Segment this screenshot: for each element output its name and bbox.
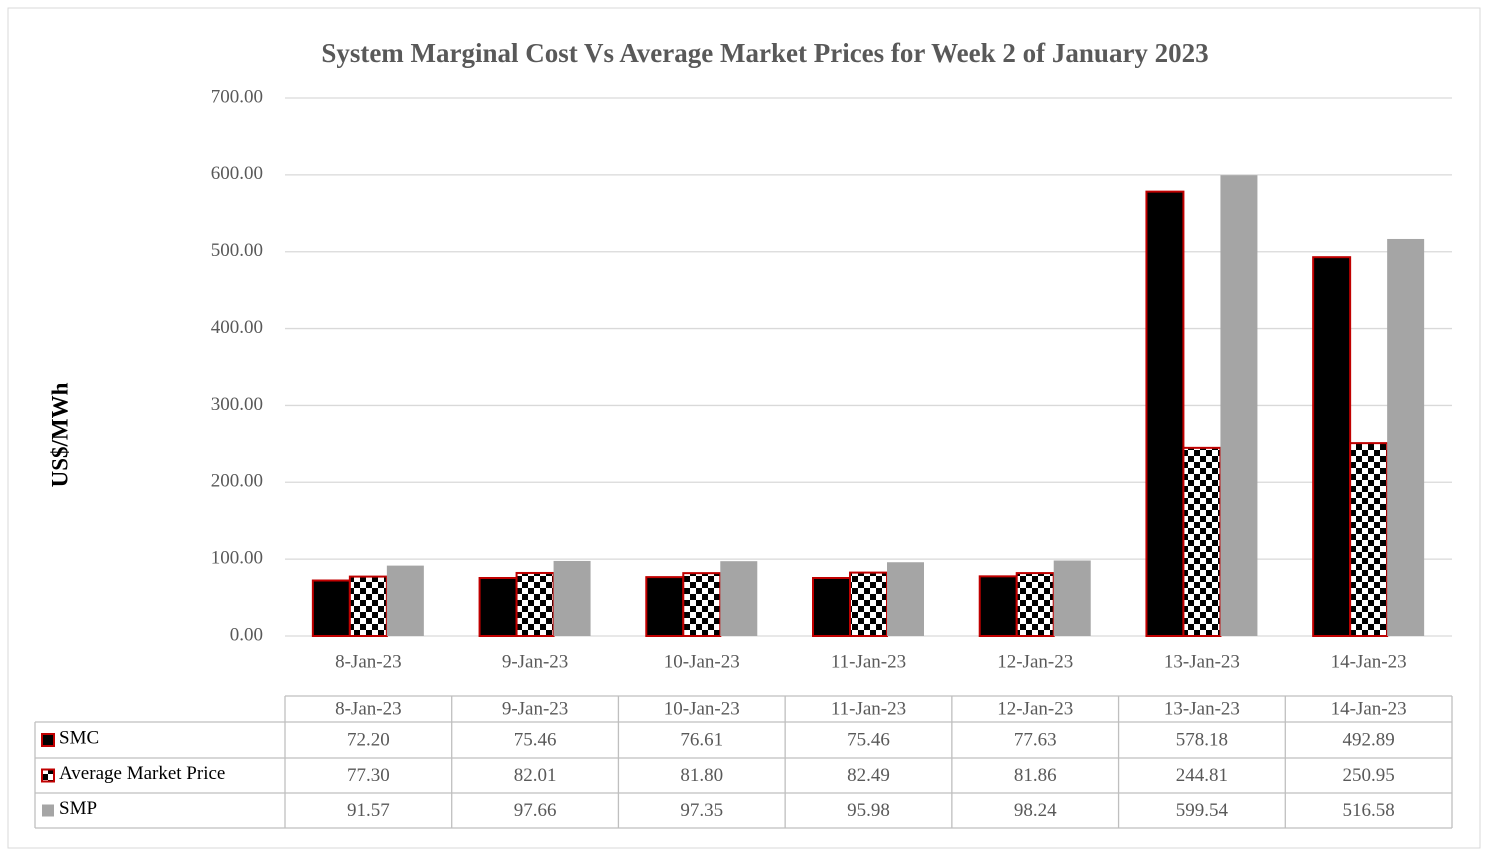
x-tick-label: 13-Jan-23	[1164, 651, 1240, 672]
bar	[1387, 238, 1425, 636]
y-tick-label: 0.00	[230, 624, 263, 645]
table-cell: 76.61	[680, 729, 723, 750]
y-tick-label: 400.00	[211, 317, 263, 338]
y-axis-label: US$/MWh	[47, 382, 72, 487]
y-tick-label: 600.00	[211, 163, 263, 184]
bar	[1053, 560, 1091, 636]
bar	[553, 560, 591, 636]
table-cell: 599.54	[1176, 800, 1229, 821]
table-cell: 97.35	[680, 800, 723, 821]
bar	[1349, 442, 1389, 638]
table-cell: 250.95	[1343, 765, 1395, 786]
table-header: 12-Jan-23	[997, 698, 1073, 719]
x-tick-label: 10-Jan-23	[664, 651, 740, 672]
x-tick-label: 8-Jan-23	[335, 651, 401, 672]
table-header: 13-Jan-23	[1164, 698, 1240, 719]
bar	[720, 561, 758, 636]
x-tick-label: 14-Jan-23	[1331, 651, 1407, 672]
bar	[978, 575, 1018, 638]
table-cell: 492.89	[1343, 729, 1395, 750]
bar	[515, 571, 555, 638]
bar	[478, 577, 518, 637]
bar	[311, 579, 351, 638]
bar	[348, 575, 388, 637]
table-cell: 82.49	[847, 765, 890, 786]
chart-title: System Marginal Cost Vs Average Market P…	[321, 38, 1208, 68]
x-tick-label: 11-Jan-23	[831, 651, 906, 672]
legend-label: SMC	[59, 727, 99, 748]
y-tick-label: 200.00	[211, 471, 263, 492]
bar	[1312, 256, 1352, 637]
bar	[386, 565, 424, 636]
table-cell: 82.01	[514, 765, 557, 786]
bar	[1182, 446, 1222, 638]
x-tick-label: 9-Jan-23	[502, 651, 568, 672]
table-cell: 77.63	[1014, 729, 1057, 750]
table-cell: 244.81	[1176, 765, 1228, 786]
table-header: 11-Jan-23	[831, 698, 906, 719]
table-header: 9-Jan-23	[502, 698, 568, 719]
table-cell: 98.24	[1014, 800, 1057, 821]
bar	[1145, 190, 1185, 637]
table-header: 10-Jan-23	[664, 698, 740, 719]
table-cell: 81.86	[1014, 765, 1057, 786]
bar	[682, 572, 722, 638]
legend-label: Average Market Price	[59, 763, 225, 784]
y-tick-label: 700.00	[211, 86, 263, 107]
table-cell: 77.30	[347, 765, 390, 786]
bar	[645, 576, 685, 638]
table-cell: 72.20	[347, 729, 390, 750]
table-cell: 97.66	[514, 800, 557, 821]
legend-key	[41, 768, 55, 783]
table-cell: 81.80	[680, 765, 723, 786]
x-tick-label: 12-Jan-23	[997, 651, 1073, 672]
table-cell: 91.57	[347, 800, 390, 821]
table-header: 8-Jan-23	[335, 698, 401, 719]
bar	[849, 571, 888, 637]
table-cell: 578.18	[1176, 729, 1228, 750]
table-cell: 95.98	[847, 800, 890, 821]
legend-label: SMP	[59, 798, 97, 819]
table-cell: 516.58	[1343, 800, 1395, 821]
table-cell: 75.46	[847, 729, 890, 750]
table-header: 14-Jan-23	[1331, 698, 1407, 719]
y-tick-label: 100.00	[211, 548, 263, 569]
bar	[887, 562, 924, 636]
legend-key	[42, 804, 54, 817]
y-tick-label: 500.00	[211, 240, 263, 261]
table-cell: 75.46	[514, 729, 557, 750]
bar	[1220, 175, 1258, 636]
bar	[1015, 572, 1055, 637]
y-tick-label: 300.00	[211, 394, 263, 415]
bar	[812, 577, 851, 637]
legend-key	[41, 733, 55, 747]
